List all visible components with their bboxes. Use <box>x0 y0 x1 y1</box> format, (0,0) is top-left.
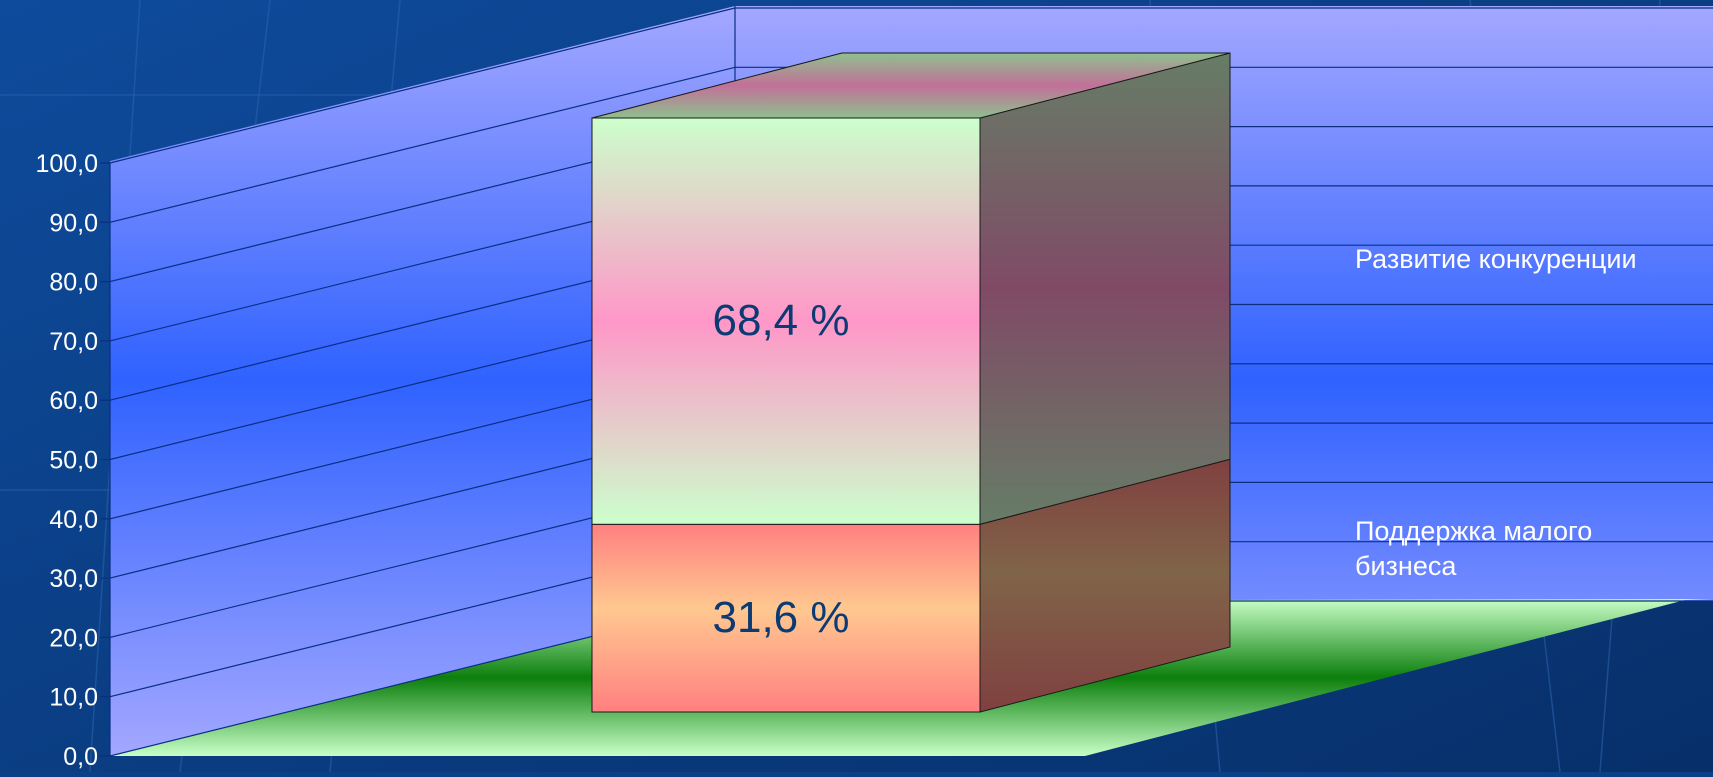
y-tick-label: 50,0 <box>49 447 98 475</box>
bar-segment-1: 31,6 % <box>591 458 1231 713</box>
y-tick-label: 40,0 <box>49 506 98 534</box>
y-tick-label: 20,0 <box>49 624 98 652</box>
legend-item-2: Развитие конкуренции <box>1355 244 1637 274</box>
y-tick-label: 80,0 <box>49 269 98 297</box>
y-tick-label: 30,0 <box>49 565 98 593</box>
bar-side <box>979 52 1231 525</box>
y-axis: 0,0 10,0 20,0 30,0 40,0 50,0 60,0 70,0 80,0 90,0 1… <box>35 150 110 771</box>
legend-item-1: Поддержка малого бизнеса <box>1355 516 1592 581</box>
y-tick-label: 100,0 <box>35 150 98 178</box>
y-tick-label: 90,0 <box>49 209 98 237</box>
y-tick-label: 60,0 <box>49 387 98 415</box>
data-label: 68,4 % <box>713 296 850 345</box>
y-tick-label: 0,0 <box>63 743 98 771</box>
y-tick-label: 70,0 <box>49 328 98 356</box>
bar-top <box>591 52 1231 119</box>
data-label: 31,6 % <box>713 593 850 642</box>
gridline-left <box>109 66 736 223</box>
bar-front <box>591 523 981 713</box>
bar-segment-2: 68,4 % <box>591 52 1231 525</box>
y-tick-label: 10,0 <box>49 684 98 712</box>
bar-front <box>591 117 981 525</box>
bars: 31,6 % 68,4 % <box>591 52 1231 713</box>
gridline-left <box>109 7 736 164</box>
legend: Развитие конкуренции Поддержка малого бизн… <box>1355 244 1637 581</box>
